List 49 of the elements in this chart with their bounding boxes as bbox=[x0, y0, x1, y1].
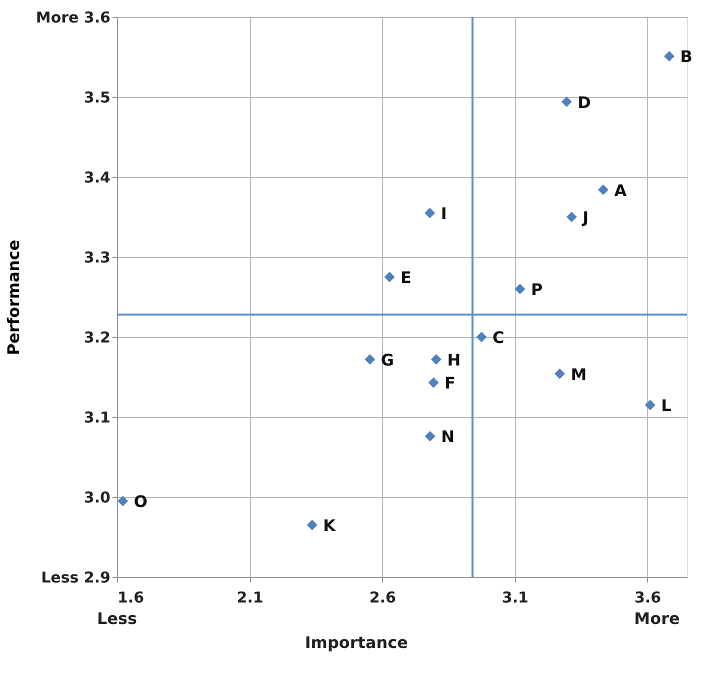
point bbox=[664, 50, 674, 62]
annotation: E bbox=[400, 268, 412, 287]
point bbox=[598, 184, 608, 196]
x-tick-label: 3.1 bbox=[502, 588, 528, 606]
point bbox=[306, 520, 318, 530]
point bbox=[554, 368, 565, 380]
point bbox=[561, 96, 572, 108]
annotation: J bbox=[582, 208, 589, 227]
x-tick-label: 2.6 bbox=[369, 588, 396, 606]
point bbox=[384, 272, 395, 282]
y-axis-title: Performance bbox=[4, 240, 23, 356]
point bbox=[428, 377, 439, 388]
point bbox=[424, 208, 436, 218]
annotation: P bbox=[530, 280, 543, 299]
y-tick-label: 3.4 bbox=[84, 168, 110, 186]
y-tick-label: Less 2.9 bbox=[41, 568, 110, 586]
y-tick-label: 3.2 bbox=[84, 328, 110, 346]
y-tick-label: 3.5 bbox=[84, 88, 110, 106]
point bbox=[118, 496, 128, 506]
point bbox=[364, 354, 376, 365]
text: More bbox=[634, 609, 680, 628]
x-tick-label: 1.6 bbox=[118, 588, 144, 606]
x-tick-label: 2.1 bbox=[236, 588, 264, 606]
annotation: L bbox=[661, 396, 672, 415]
x-tick-label: 3.6 bbox=[634, 588, 662, 606]
annotation: F bbox=[444, 374, 456, 393]
annotation: D bbox=[578, 92, 591, 112]
y-tick-label: 3.1 bbox=[84, 408, 110, 426]
y-tick-label: 3.3 bbox=[84, 248, 110, 266]
point bbox=[476, 332, 487, 342]
text: Less bbox=[96, 609, 138, 628]
annotation: M bbox=[570, 364, 587, 384]
point bbox=[514, 284, 526, 294]
point bbox=[430, 354, 442, 365]
annotation: G bbox=[380, 350, 394, 370]
annotation: C bbox=[492, 328, 504, 347]
annotation: I bbox=[440, 204, 447, 223]
point bbox=[424, 430, 436, 442]
y-tick-label: 3.0 bbox=[84, 488, 110, 506]
annotation: O bbox=[134, 492, 148, 511]
point bbox=[644, 400, 656, 410]
annotation: K bbox=[323, 516, 336, 535]
point bbox=[566, 212, 577, 222]
x-axis-title: Importance bbox=[304, 633, 408, 652]
annotation: N bbox=[441, 427, 454, 446]
annotation: B bbox=[680, 47, 692, 66]
annotation: A bbox=[614, 180, 628, 200]
y-tick-label: More 3.6 bbox=[36, 8, 110, 26]
annotation: H bbox=[447, 350, 461, 370]
